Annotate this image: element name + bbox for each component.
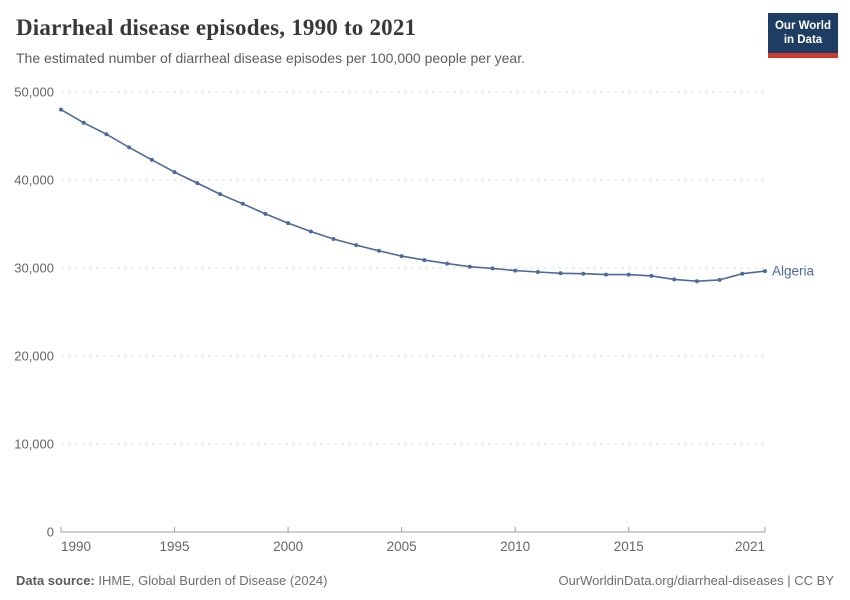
data-point[interactable]: [626, 272, 631, 277]
x-axis-tick-label: 2015: [614, 539, 644, 554]
chart-header: Diarrheal disease episodes, 1990 to 2021…: [16, 14, 750, 67]
x-axis-tick-label: 2021: [735, 539, 765, 554]
data-point[interactable]: [354, 243, 359, 248]
series-label-algeria[interactable]: Algeria: [772, 264, 815, 279]
data-point[interactable]: [694, 279, 699, 284]
chart-subtitle: The estimated number of diarrheal diseas…: [16, 49, 525, 66]
x-axis-tick-label: 2010: [500, 539, 530, 554]
y-axis-tick-label: 20,000: [14, 349, 54, 364]
data-point[interactable]: [763, 269, 767, 274]
data-point[interactable]: [422, 258, 427, 263]
x-axis-tick-label: 1990: [61, 539, 91, 554]
data-point[interactable]: [127, 145, 132, 150]
x-axis-tick-label: 2000: [273, 539, 303, 554]
data-point[interactable]: [376, 248, 381, 253]
data-point[interactable]: [513, 268, 518, 273]
data-point[interactable]: [581, 271, 586, 276]
data-point[interactable]: [308, 229, 313, 234]
data-point[interactable]: [490, 266, 495, 271]
data-point[interactable]: [717, 277, 722, 282]
data-point[interactable]: [445, 261, 450, 266]
data-point[interactable]: [604, 272, 608, 277]
y-axis-tick-label: 0: [47, 525, 54, 540]
owid-logo[interactable]: Our World in Data: [768, 13, 838, 58]
owid-logo-line2: in Data: [783, 34, 823, 47]
data-point[interactable]: [59, 107, 63, 112]
chart-footer: Data source: IHME, Global Burden of Dise…: [16, 573, 834, 588]
x-axis-tick-label: 2005: [387, 539, 417, 554]
data-point[interactable]: [172, 170, 177, 175]
line-chart[interactable]: 0 10,000 20,000 30,000 40,000 50,000 1990 1995 2…: [0, 80, 850, 560]
owid-logo-line1: Our World: [774, 20, 831, 32]
data-point[interactable]: [218, 192, 222, 197]
data-point[interactable]: [263, 211, 268, 216]
data-point[interactable]: [104, 132, 109, 137]
data-point[interactable]: [331, 237, 336, 241]
chart-title: Diarrheal disease episodes, 1990 to 2021: [16, 15, 417, 40]
data-point[interactable]: [240, 201, 245, 206]
data-point[interactable]: [286, 221, 291, 226]
y-axis-tick-label: 10,000: [14, 437, 54, 452]
data-point[interactable]: [535, 270, 540, 274]
chart-area: 0 10,000 20,000 30,000 40,000 50,000 1990 1995 2…: [0, 80, 850, 560]
data-point[interactable]: [399, 254, 404, 259]
x-axis-tick-label: 1995: [160, 539, 190, 554]
data-source: Data source: IHME, Global Burden of Dise…: [16, 573, 327, 588]
data-point[interactable]: [672, 277, 677, 282]
y-axis-tick-label: 30,000: [14, 261, 54, 276]
data-source-value: IHME, Global Burden of Disease (2024): [94, 573, 328, 588]
y-axis-tick-label: 50,000: [14, 85, 54, 100]
data-point[interactable]: [740, 271, 745, 276]
data-point[interactable]: [558, 271, 563, 276]
data-source-label: Data source:: [16, 573, 95, 588]
data-point[interactable]: [649, 273, 654, 278]
series-line-algeria[interactable]: [60, 108, 766, 282]
data-point[interactable]: [195, 181, 200, 186]
y-axis-tick-label: 40,000: [14, 173, 54, 188]
data-point[interactable]: [81, 120, 86, 125]
owid-citation-link[interactable]: OurWorldinData.org/diarrheal-diseases | …: [558, 573, 834, 588]
data-point[interactable]: [467, 264, 472, 269]
data-point[interactable]: [149, 157, 154, 162]
